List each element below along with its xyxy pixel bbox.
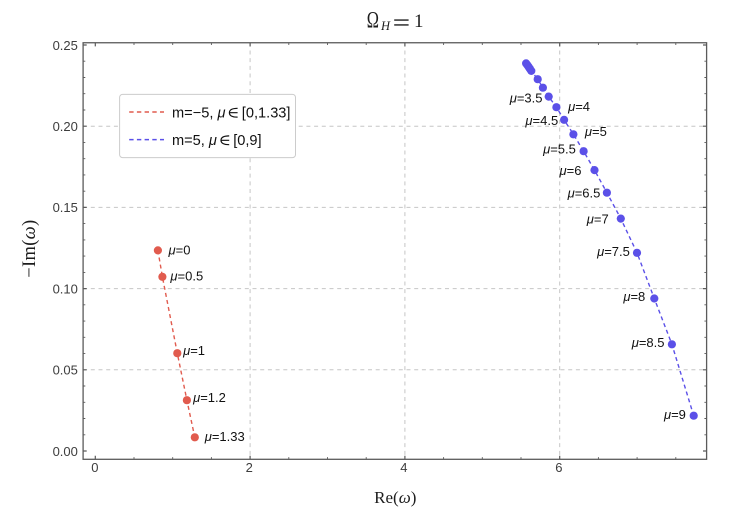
svg-text:μ=1.2: μ=1.2 [192,390,226,405]
svg-text:μ=7: μ=7 [586,212,609,227]
svg-text:μ=8: μ=8 [622,289,645,304]
svg-text:[0,9]: [0,9] [233,133,261,149]
svg-text:Ω: Ω [367,8,379,33]
svg-text:0.25: 0.25 [53,38,78,53]
svg-text:−Im(ω): −Im(ω) [20,219,40,277]
svg-text:4: 4 [400,460,407,475]
svg-text:μ=8.5: μ=8.5 [631,335,665,350]
svg-text:0.00: 0.00 [53,444,78,459]
svg-text:0.10: 0.10 [53,281,78,296]
svg-text:μ=4.5: μ=4.5 [524,113,558,128]
svg-text:2: 2 [246,460,253,475]
svg-text:H: H [380,19,391,33]
svg-text:μ=6: μ=6 [559,163,582,178]
svg-text:Re(ω): Re(ω) [374,488,416,507]
svg-text:μ=4: μ=4 [567,99,590,114]
svg-text:[0,1.33]: [0,1.33] [242,105,291,121]
svg-text:μ=6.5: μ=6.5 [567,186,601,201]
svg-text:μ=9: μ=9 [663,407,686,422]
svg-text:μ=0.5: μ=0.5 [169,269,203,284]
svg-text:μ=7.5: μ=7.5 [596,244,630,259]
svg-text:μ=5.5: μ=5.5 [542,142,576,157]
svg-text:0.20: 0.20 [53,119,78,134]
svg-text:0.05: 0.05 [53,363,78,378]
svg-text:0.15: 0.15 [53,200,78,215]
svg-text:μ=5: μ=5 [584,124,607,139]
svg-text:μ=3.5: μ=3.5 [509,91,543,106]
svg-text:μ=1: μ=1 [182,343,205,358]
svg-text:m=−5, μ: m=−5, μ [172,105,225,121]
svg-text:1: 1 [414,11,424,32]
svg-text:6: 6 [555,460,562,475]
svg-text:μ=1.33: μ=1.33 [204,429,245,444]
svg-text:0: 0 [91,460,98,475]
svg-text:m=5, μ: m=5, μ [172,133,217,149]
svg-text:μ=0: μ=0 [168,243,191,258]
